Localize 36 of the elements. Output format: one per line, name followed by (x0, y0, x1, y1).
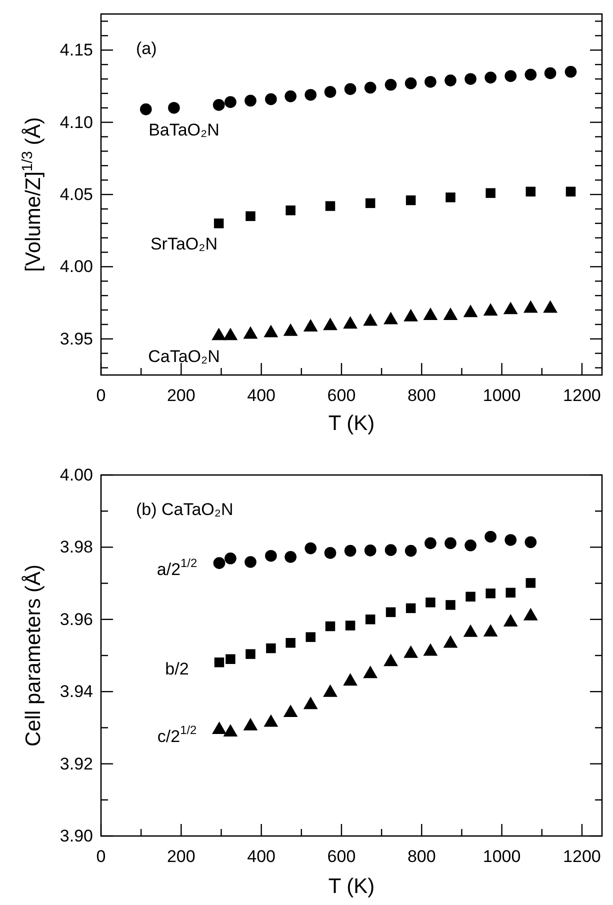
series-label: c/2$^{1/2}$ (157, 723, 197, 746)
x-tick-label: 400 (247, 847, 276, 866)
x-tick-label: 1000 (482, 847, 521, 866)
y-tick-label: 3.94 (60, 682, 93, 702)
x-tick-label: 1200 (563, 847, 601, 866)
x-tick-label: 1200 (563, 386, 601, 406)
x-tick-label: 600 (327, 386, 356, 406)
y-tick-label: 3.98 (60, 538, 93, 557)
y-tick-label: 3.96 (60, 610, 93, 629)
x-tick-label: 800 (407, 386, 436, 406)
y-tick-label: 3.90 (60, 826, 93, 846)
y-tick-label: 4.15 (60, 40, 93, 60)
y-tick-label: 4.00 (60, 257, 93, 276)
annotation: (a) (136, 39, 157, 58)
x-tick-label: 1000 (482, 386, 521, 406)
series-label: CaTaO₂N (148, 347, 220, 366)
series-label: a/2$^{1/2}$ (156, 556, 198, 580)
x-tick-label: 200 (166, 386, 196, 406)
y-tick-label: 4.05 (60, 184, 93, 204)
series-label: BaTaO₂N (148, 120, 220, 140)
x-tick-label: 200 (166, 847, 196, 866)
y-tick-label: 4.10 (60, 112, 93, 132)
y-tick-label: 3.95 (60, 329, 93, 348)
y-axis-title: Cell parameters (Å) (21, 564, 45, 747)
annotation: (b) CaTaO₂N (136, 500, 234, 520)
series-label: SrTaO₂N (150, 234, 218, 254)
x-axis-title: T (K) (328, 875, 375, 898)
x-tick-label: 0 (96, 847, 106, 866)
y-tick-label: 3.92 (60, 754, 93, 774)
series-label: b/2 (165, 660, 189, 679)
x-tick-label: 0 (96, 386, 106, 406)
y-tick-label: 4.00 (60, 465, 93, 484)
x-axis-title: T (K) (328, 412, 375, 435)
x-tick-label: 800 (407, 847, 436, 866)
x-tick-label: 600 (327, 847, 356, 866)
x-tick-label: 400 (247, 386, 276, 406)
